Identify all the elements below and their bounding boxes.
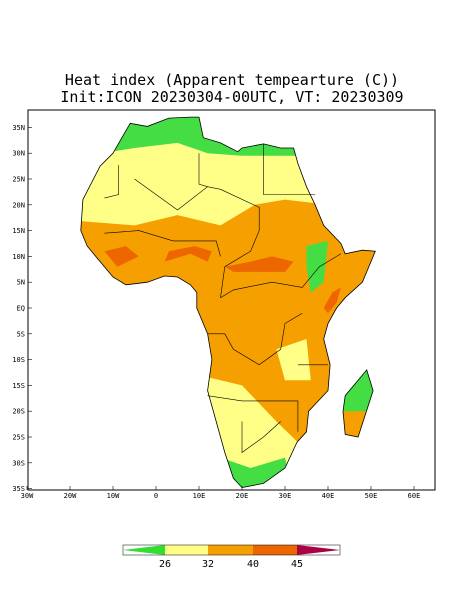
lat-label: 15N (12, 227, 25, 235)
lat-label: 10S (12, 356, 25, 364)
lat-label: 20S (12, 408, 25, 416)
map-frame (27, 109, 436, 491)
colorbar: 26 32 40 45 (122, 544, 341, 570)
region-green (306, 240, 328, 293)
lat-label: 20N (12, 201, 25, 209)
region-red (224, 256, 294, 272)
lat-label: 5S (17, 330, 25, 338)
border (104, 165, 119, 199)
lon-label: 60E (408, 492, 421, 500)
axes: 35N 30N 25N 20N 15N 10N 5N EQ 5S 10S 15S 20S 25S 30S 3… (12, 124, 420, 500)
lon-label: 30W (21, 492, 34, 500)
colorbar-label: 32 (202, 559, 214, 570)
border (241, 421, 281, 454)
coastline (342, 369, 374, 438)
title: Heat index (Apparent tempearture (C)) (65, 71, 399, 89)
colorbar-label: 45 (291, 559, 303, 570)
region-red (323, 287, 341, 314)
lat-label: 25N (12, 176, 25, 184)
lon-label: 40E (322, 492, 335, 500)
coastline (80, 116, 376, 489)
border (207, 395, 299, 432)
lon-label: 20W (64, 492, 77, 500)
colorbar-label: 26 (159, 559, 171, 570)
lat-label: 5N (17, 279, 25, 287)
lat-label: 30N (12, 150, 25, 158)
border (134, 178, 221, 211)
lat-label: 15S (12, 382, 25, 390)
region-yellow (276, 339, 311, 381)
lon-label: 0 (154, 492, 158, 500)
lat-label: 10N (12, 253, 25, 261)
border (263, 143, 316, 195)
colorbar-segment (165, 545, 208, 555)
region-red (104, 246, 139, 267)
lon-label: 10W (107, 492, 120, 500)
lat-label: 30S (12, 459, 25, 467)
colorbar-high (297, 545, 340, 555)
subtitle: Init:ICON 20230304-00UTC, VT: 20230309 (60, 88, 403, 106)
lon-label: 20E (236, 492, 249, 500)
border (220, 189, 260, 298)
colorbar-segment (253, 545, 297, 555)
region-red (164, 246, 212, 262)
lat-label: 35S (12, 485, 25, 493)
colorbar-label: 40 (247, 559, 259, 570)
lat-label: 35N (12, 124, 25, 132)
border (220, 253, 342, 298)
border (207, 312, 303, 366)
lon-label: 10E (193, 492, 206, 500)
colorbar-segment (208, 545, 253, 555)
colorbar-low (123, 545, 165, 555)
lon-label: 30E (279, 492, 292, 500)
border (104, 230, 221, 257)
lon-label: 50E (365, 492, 378, 500)
lat-label: EQ (17, 305, 25, 313)
lat-label: 25S (12, 434, 25, 442)
border (198, 153, 208, 187)
colorbar-outline (122, 544, 341, 556)
